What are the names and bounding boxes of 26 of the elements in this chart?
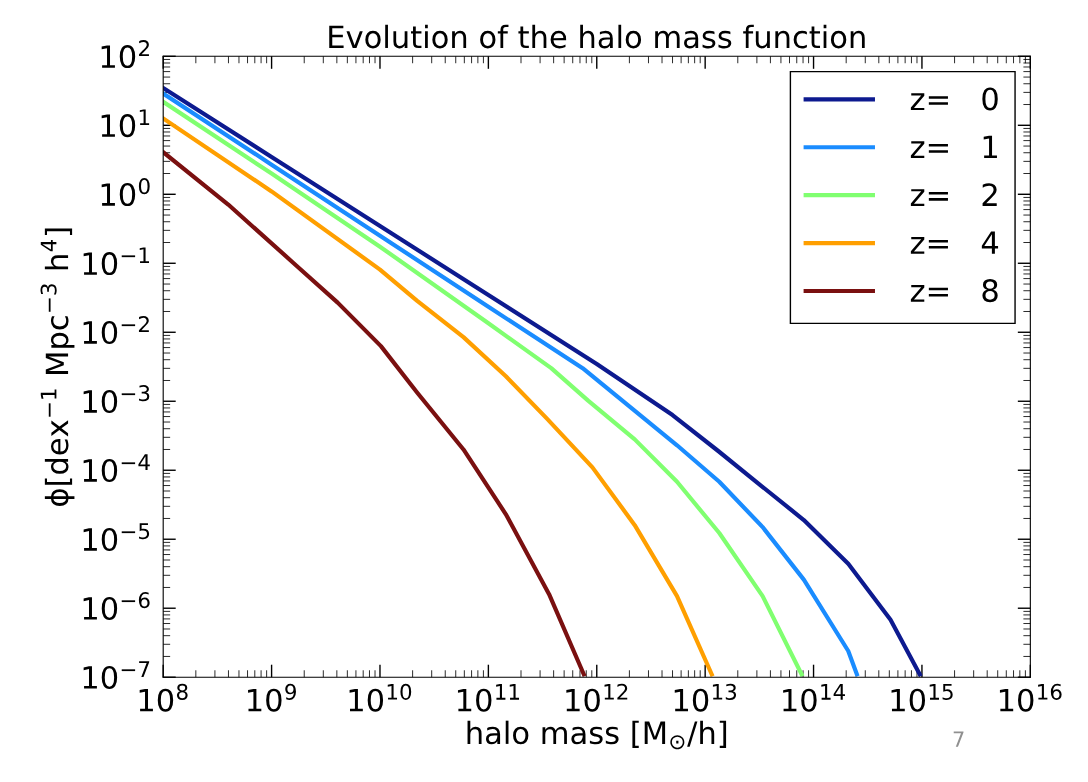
legend-label: z= 1 — [910, 135, 997, 158]
x-tick-label: 10$^{12}$ — [566, 683, 628, 712]
x-tick-label: 10$^{10}$ — [349, 683, 412, 712]
x-tick-label: 10$^{11}$ — [457, 684, 520, 712]
legend-label: z= 2 — [910, 183, 997, 206]
y-tick-label: 10$^{2}$ — [101, 40, 149, 69]
chart-title: Evolution of the halo mass function — [329, 24, 865, 49]
x-tick-label: 10$^{9}$ — [248, 683, 296, 712]
legend-label: z= 8 — [910, 279, 998, 303]
y-tick-label: 10$^{−1}$ — [83, 247, 150, 276]
x-tick-label: 10$^{14}$ — [783, 684, 845, 712]
x-tick-label: 10$^{13}$ — [674, 683, 737, 712]
y-tick-label: 10$^{−4}$ — [83, 454, 150, 483]
x-tick-label: 10$^{15}$ — [891, 684, 953, 712]
y-tick-label: 10$^{−2}$ — [83, 316, 149, 345]
y-tick-label: 10$^{1}$ — [101, 109, 150, 138]
y-tick-label: 10$^{−6}$ — [83, 592, 150, 621]
y-axis-title: ϕ[dex$^{−1}$ Mpc$^{−3}$ h$^{4}$] — [40, 228, 75, 506]
y-tick-label: 10$^{0}$ — [101, 178, 150, 207]
x-axis-title: halo mass [M$_{⊙}$/h] — [467, 720, 727, 750]
legend-label: z= 4 — [910, 231, 999, 254]
x-tick-label: 10$^{16}$ — [999, 683, 1062, 712]
y-tick-label: 10$^{−5}$ — [83, 523, 150, 552]
text: 7 — [953, 731, 964, 747]
y-tick-label: 10$^{−3}$ — [83, 385, 150, 414]
legend-label: z= 0 — [910, 87, 998, 111]
